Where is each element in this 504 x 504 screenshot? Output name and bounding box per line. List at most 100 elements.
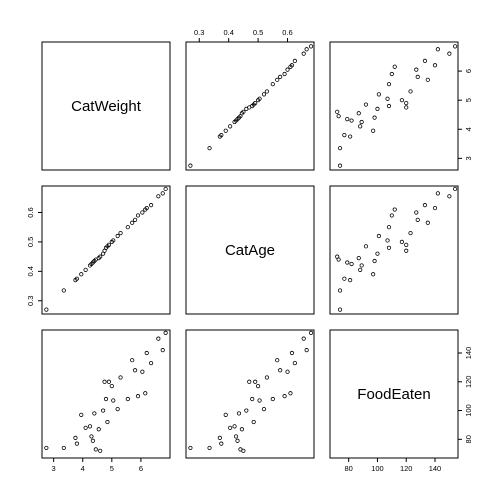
- data-point-foodeaten-vs-catage-8: [235, 438, 240, 443]
- panel-frame-1-0: [41, 185, 171, 315]
- variable-label-catweight: CatWeight: [71, 98, 142, 115]
- variable-label-foodeaten: FoodEaten: [357, 386, 430, 403]
- data-point-catweight-vs-catage-26: [285, 67, 290, 72]
- data-point-catweight-vs-foodeaten-3: [342, 132, 347, 138]
- data-point-catweight-vs-foodeaten-22: [386, 82, 392, 87]
- panel-frame-0-2: [329, 41, 459, 171]
- data-point-foodeaten-vs-catage-11: [239, 427, 245, 432]
- x-tick-label-foodeaten-2: 120: [400, 464, 413, 473]
- data-point-foodeaten-vs-catweight-7: [89, 434, 94, 439]
- data-point-foodeaten-vs-catage-7: [233, 434, 239, 439]
- data-point-foodeaten-vs-catage-26: [285, 369, 290, 374]
- data-point-catage-vs-foodeaten-6: [359, 263, 364, 268]
- data-point-catweight-vs-foodeaten-28: [432, 63, 438, 68]
- y-tick-label-foodeaten-0: 80: [464, 435, 473, 443]
- data-point-catage-vs-catweight-30: [156, 194, 161, 199]
- data-point-catage-vs-foodeaten-16: [363, 244, 369, 249]
- y-tick-label-catweight-3: 6: [464, 69, 473, 73]
- data-point-catweight-vs-catage-28: [289, 63, 295, 68]
- data-point-catweight-vs-foodeaten-5: [358, 124, 363, 129]
- y-tick-label-catweight-0: 3: [464, 156, 473, 160]
- data-point-catage-vs-foodeaten-31: [435, 191, 440, 196]
- data-point-foodeaten-vs-catweight-23: [130, 358, 135, 363]
- data-point-catweight-vs-foodeaten-20: [376, 92, 381, 97]
- data-point-catage-vs-catweight-23: [130, 220, 135, 225]
- data-point-catweight-vs-catage-31: [304, 47, 309, 52]
- data-point-catweight-vs-foodeaten-13: [375, 106, 380, 112]
- panel-frame-2-0: [41, 329, 171, 459]
- data-point-catage-vs-catweight-4: [79, 272, 84, 277]
- data-point-foodeaten-vs-catweight-9: [92, 411, 97, 416]
- data-point-catage-vs-foodeaten-17: [404, 242, 409, 247]
- data-point-catage-vs-foodeaten-21: [408, 230, 413, 236]
- data-point-foodeaten-vs-catage-25: [282, 394, 287, 399]
- x-tick-label-catage-0: 0.3: [194, 28, 204, 37]
- data-point-catage-vs-catweight-12: [98, 254, 103, 259]
- data-point-catweight-vs-foodeaten-29: [422, 58, 428, 64]
- data-point-catweight-vs-catage-22: [270, 82, 275, 87]
- data-point-foodeaten-vs-catweight-28: [144, 350, 149, 356]
- x-tick-label-catage-3: 0.6: [282, 28, 292, 37]
- data-point-catweight-vs-foodeaten-1: [337, 146, 343, 151]
- data-point-catweight-vs-foodeaten-17: [404, 100, 409, 106]
- data-point-foodeaten-vs-catage-20: [261, 406, 267, 412]
- data-point-foodeaten-vs-catweight-13: [100, 408, 106, 413]
- data-point-catweight-vs-catage-32: [308, 44, 314, 49]
- data-point-catweight-vs-foodeaten-27: [392, 64, 397, 69]
- data-point-foodeaten-vs-catweight-6: [87, 424, 93, 429]
- data-point-foodeaten-vs-catweight-27: [143, 391, 148, 396]
- data-point-catweight-vs-foodeaten-25: [389, 71, 394, 77]
- data-point-catage-vs-foodeaten-20: [376, 233, 381, 239]
- data-point-foodeaten-vs-catweight-30: [156, 336, 161, 341]
- data-point-catweight-vs-foodeaten-16: [363, 102, 369, 107]
- data-point-foodeaten-vs-catweight-31: [160, 348, 165, 353]
- data-point-foodeaten-vs-catage-19: [257, 398, 262, 403]
- data-point-catage-vs-catweight-29: [148, 203, 154, 208]
- data-point-catage-vs-foodeaten-2: [348, 278, 353, 283]
- data-point-catage-vs-catweight-5: [83, 267, 88, 272]
- data-point-catage-vs-foodeaten-26: [414, 210, 419, 215]
- data-point-foodeaten-vs-catage-2: [217, 435, 222, 440]
- data-point-catweight-vs-catage-3: [219, 132, 224, 138]
- data-point-catage-vs-foodeaten-19: [385, 238, 390, 243]
- data-point-catweight-vs-catage-4: [223, 128, 228, 133]
- data-point-foodeaten-vs-catweight-26: [140, 369, 145, 374]
- data-point-catweight-vs-foodeaten-7: [349, 118, 354, 123]
- data-point-foodeaten-vs-catage-13: [244, 408, 249, 413]
- data-point-catage-vs-catweight-3: [74, 276, 80, 281]
- data-point-catage-vs-foodeaten-8: [345, 260, 350, 265]
- data-point-catage-vs-foodeaten-14: [404, 248, 409, 253]
- data-point-catweight-vs-foodeaten-10: [336, 114, 341, 119]
- data-point-catweight-vs-catage-25: [282, 71, 287, 77]
- data-point-catweight-vs-catage-5: [228, 124, 233, 129]
- data-point-catage-vs-foodeaten-9: [372, 258, 377, 264]
- data-point-catage-vs-foodeaten-11: [356, 255, 361, 261]
- data-point-foodeaten-vs-catage-24: [278, 368, 283, 373]
- data-point-foodeaten-vs-catage-18: [255, 383, 261, 389]
- y-tick-label-foodeaten-1: 100: [464, 404, 473, 417]
- data-point-foodeaten-vs-catage-22: [270, 396, 275, 402]
- panel-frame-0-1: [185, 41, 315, 171]
- data-point-catweight-vs-catage-30: [301, 51, 306, 56]
- data-point-catweight-vs-catage-12: [241, 109, 246, 114]
- data-point-catage-vs-catweight-17: [106, 242, 112, 247]
- data-point-catweight-vs-catage-0: [188, 163, 193, 168]
- data-point-catage-vs-foodeaten-3: [342, 276, 347, 281]
- panel-frame-1-2: [329, 185, 459, 315]
- data-point-foodeaten-vs-catweight-20: [115, 406, 120, 412]
- data-point-foodeaten-vs-catage-23: [275, 358, 280, 363]
- x-tick-label-catweight-0: 3: [52, 464, 56, 473]
- x-tick-label-catweight-3: 6: [139, 464, 143, 473]
- data-point-foodeaten-vs-catage-17: [253, 379, 258, 384]
- data-point-catweight-vs-foodeaten-26: [414, 67, 419, 72]
- data-point-foodeaten-vs-catweight-16: [105, 419, 110, 425]
- data-point-catage-vs-foodeaten-0: [337, 307, 343, 312]
- data-point-foodeaten-vs-catweight-1: [61, 445, 66, 451]
- data-point-foodeaten-vs-catweight-22: [125, 396, 130, 402]
- y-tick-label-catweight-2: 5: [464, 98, 473, 102]
- x-tick-label-foodeaten-3: 140: [429, 464, 442, 473]
- y-tick-label-catage-2: 0.5: [26, 237, 35, 247]
- data-point-foodeaten-vs-catweight-19: [111, 398, 116, 403]
- y-tick-label-catweight-1: 4: [464, 127, 473, 131]
